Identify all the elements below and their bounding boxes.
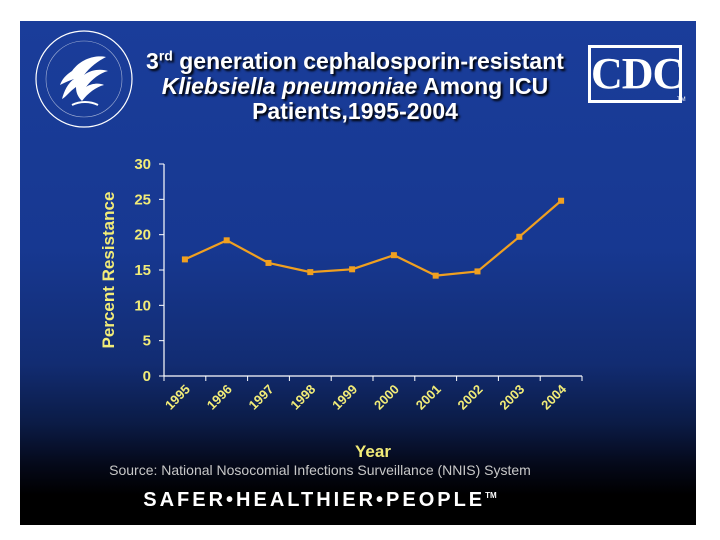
chart-series: [181, 197, 565, 279]
organism-name: Kliebsiella pneumoniae: [161, 73, 418, 99]
cdc-logo-text: CDC: [591, 49, 684, 98]
y-tick-label: 30: [134, 156, 151, 173]
data-point: [265, 259, 272, 266]
data-point: [181, 256, 188, 263]
x-tick-label: 1995: [162, 382, 193, 413]
x-tick-label: 2003: [496, 382, 527, 413]
data-point: [432, 272, 439, 279]
cdc-tagline: SAFER•HEALTHIER•PEOPLETM: [143, 489, 497, 511]
x-tick-label: 1998: [287, 382, 318, 413]
data-point: [307, 269, 314, 276]
data-point: [390, 252, 397, 259]
data-point: [223, 237, 230, 244]
y-tick-label: 0: [143, 368, 151, 385]
cdc-logo: CDC: [588, 45, 684, 103]
title-line-1: 3rd generation cephalosporin-resistant: [146, 47, 564, 74]
data-point: [349, 266, 356, 273]
y-tick-label: 20: [134, 227, 151, 244]
x-tick-label: 1997: [246, 382, 277, 413]
data-point: [516, 233, 523, 240]
title-line-2: Kliebsiella pneumoniae Among ICU: [161, 73, 549, 99]
y-tick-label: 15: [134, 262, 151, 279]
cdc-trademark: TM: [677, 97, 686, 103]
y-tick-label: 10: [134, 297, 151, 314]
y-axis-title: Percent Resistance: [99, 192, 118, 349]
data-point: [558, 197, 565, 204]
y-tick-label: 25: [134, 191, 151, 208]
slide-title: 3rd generation cephalosporin-resistant K…: [120, 47, 590, 124]
x-tick-label: 2002: [455, 382, 486, 413]
series-line: [184, 199, 562, 277]
line-chart: 0 5 10 15 20 25 30 1995 1996 1997 1998 1999 2000 2001…: [99, 156, 583, 461]
chart-axes: [159, 163, 583, 381]
x-axis-title: Year: [355, 442, 391, 461]
x-tick-label: 2001: [413, 382, 444, 413]
slide-background: 3rd generation cephalosporin-resistant K…: [20, 21, 696, 525]
title-line-3: Patients,1995-2004: [252, 98, 458, 124]
x-tick-label: 2000: [371, 382, 402, 413]
x-tick-label: 1999: [329, 382, 360, 413]
source-note: Source: National Nosocomial Infections S…: [109, 462, 531, 478]
data-point: [474, 268, 481, 275]
x-tick-label: 2004: [538, 381, 570, 413]
x-tick-label: 1996: [204, 382, 235, 413]
hhs-seal-icon: [35, 30, 133, 128]
chart-labels: 0 5 10 15 20 25 30 1995 1996 1997 1998 1999 2000 2001…: [99, 156, 570, 461]
y-tick-label: 5: [143, 333, 151, 350]
